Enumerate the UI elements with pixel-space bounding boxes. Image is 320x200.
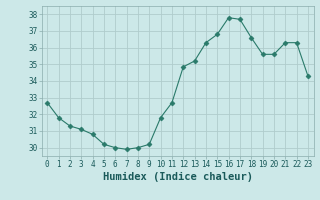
X-axis label: Humidex (Indice chaleur): Humidex (Indice chaleur) xyxy=(103,172,252,182)
